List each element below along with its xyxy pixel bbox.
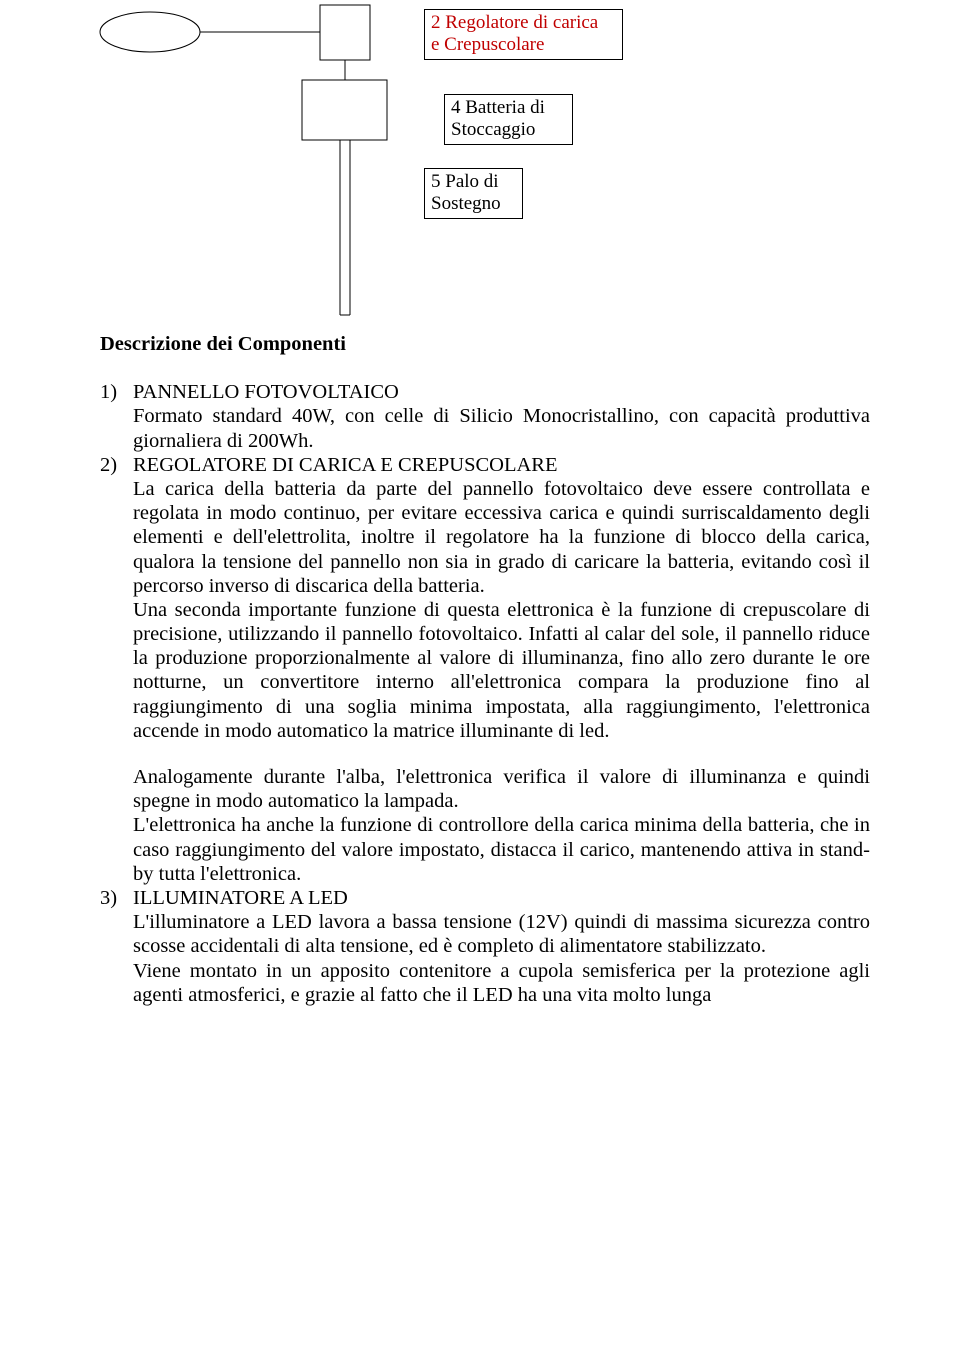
item-3-number: 3) (100, 886, 117, 910)
item-3-paragraph-1: L'illuminatore a LED lavora a bassa tens… (133, 910, 870, 958)
item-2-number: 2) (100, 453, 117, 477)
regulator-rect (320, 5, 370, 60)
label-batteria: 4 Batteria di Stoccaggio (444, 94, 573, 145)
ellipse-shape (100, 12, 200, 52)
item-3-title: ILLUMINATORE A LED (133, 887, 348, 909)
item-2-paragraph-3: Analogamente durante l'alba, l'elettroni… (133, 765, 870, 813)
item-1-line: 1) PANNELLO FOTOVOLTAICO (100, 380, 870, 404)
item-1-number: 1) (100, 380, 117, 404)
section-title: Descrizione dei Componenti (100, 332, 870, 356)
diagram-region: 2 Regolatore di carica e Crepuscolare 4 … (0, 0, 960, 320)
item-2-title: REGOLATORE DI CARICA E CREPUSCOLARE (133, 454, 557, 476)
label-palo-line2: Sostegno (431, 193, 516, 215)
battery-rect (302, 80, 387, 140)
item-2-paragraph-4: L'elettronica ha anche la funzione di co… (133, 813, 870, 886)
label-regolatore-line2: e Crepuscolare (431, 34, 616, 56)
page: 2 Regolatore di carica e Crepuscolare 4 … (0, 0, 960, 1360)
content-region: Descrizione dei Componenti 1) PANNELLO F… (100, 332, 870, 1007)
label-palo-line1: 5 Palo di (431, 171, 516, 193)
item-1-paragraph: Formato standard 40W, con celle di Silic… (133, 404, 870, 452)
item-3-line: 3) ILLUMINATORE A LED (100, 886, 870, 910)
label-batteria-line2: Stoccaggio (451, 119, 566, 141)
item-3-paragraph-2: Viene montato in un apposito contenitore… (133, 959, 870, 1007)
label-batteria-line1: 4 Batteria di (451, 97, 566, 119)
item-2-paragraph-2: Una seconda importante funzione di quest… (133, 598, 870, 743)
label-regolatore: 2 Regolatore di carica e Crepuscolare (424, 9, 623, 60)
item-2-line: 2) REGOLATORE DI CARICA E CREPUSCOLARE (100, 453, 870, 477)
label-regolatore-line1: 2 Regolatore di carica (431, 12, 616, 34)
item-2-paragraph-1: La carica della batteria da parte del pa… (133, 477, 870, 598)
label-palo: 5 Palo di Sostegno (424, 168, 523, 219)
item-1-title: PANNELLO FOTOVOLTAICO (133, 381, 399, 403)
